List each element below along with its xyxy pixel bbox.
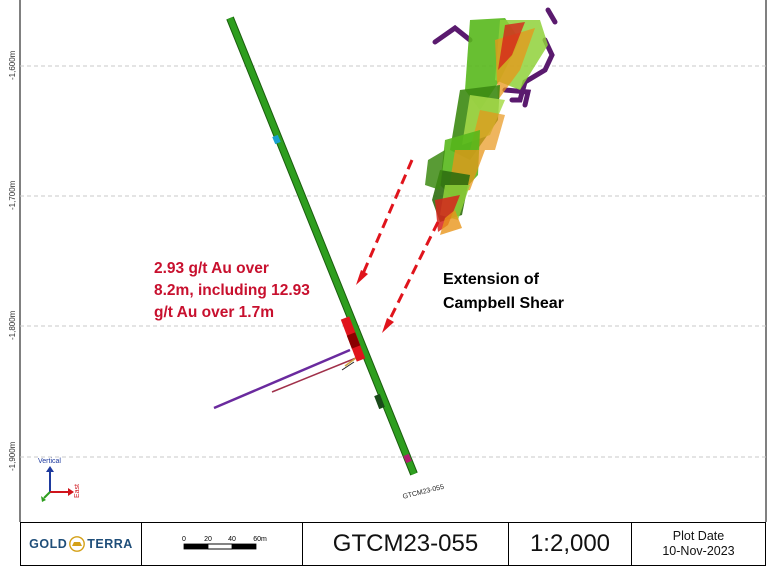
gold-bar-icon [69,536,86,552]
section-canvas [19,0,767,522]
elevation-label: -1,600m [8,50,17,80]
assay-line: 8.2m, including 12.93 [154,282,310,299]
arrow-upper [360,159,414,277]
axes-icon [41,466,74,502]
logo-word-left: GOLD [29,537,68,551]
direction-arrows [356,159,440,333]
scale-bar: 0 20 40 60m [142,523,303,565]
section-plot: -1,600m -1,700m -1,800m -1,900m 2.93 g/t… [8,0,767,522]
tan-trace [344,357,357,367]
purple-trace [213,348,351,410]
secondary-traces [213,348,357,410]
campbell-shear-lenses [425,18,548,235]
shear-annotation: Extension of Campbell Shear [443,268,564,316]
plot-date-label: Plot Date [672,529,725,543]
magenta-marker [403,453,412,464]
maroon-trace [271,357,357,393]
scale-tick: 0 [182,536,186,543]
vertical-label: Vertical [38,458,61,465]
drillhole-gtcm23-055 [226,16,418,476]
plot-date-box: Plot Date 10-Nov-2023 [632,523,765,565]
logo-word-right: TERRA [87,537,133,551]
title-block: GOLD TERRA 0 20 40 60m GTCM23-055 1:2,00… [20,522,766,566]
scale-tick: 60m [253,536,267,543]
plot-date-value: 10-Nov-2023 [662,544,735,558]
elevation-label: -1,900m [8,441,17,471]
shear-line: Campbell Shear [443,295,564,312]
dark-trace [341,361,355,371]
assay-annotation: 2.93 g/t Au over 8.2m, including 12.93 g… [154,258,310,324]
assay-line: 2.93 g/t Au over [154,260,269,277]
arrow-lower [386,221,440,324]
high-grade-intercept [346,332,361,349]
orientation-indicator: Vertical East [36,458,86,504]
east-label: East [74,483,81,498]
elevation-label: -1,700m [8,180,17,210]
hole-name: GTCM23-055 [303,523,509,565]
scale-bar-graphic: 0 20 40 60m [182,536,267,550]
assay-line: g/t Au over 1.7m [154,304,275,321]
company-logo: GOLD TERRA [21,523,142,565]
scale-tick: 20 [204,536,212,543]
scale-ratio: 1:2,000 [509,523,632,565]
purple-structures [432,7,558,108]
shear-line: Extension of [443,271,540,288]
arrow-upper-head [356,270,368,285]
arrow-lower-head [382,318,394,333]
scale-tick: 40 [228,536,236,543]
elevation-label: -1,800m [8,310,17,340]
dark-marker [374,393,385,410]
cyan-marker [272,134,281,145]
